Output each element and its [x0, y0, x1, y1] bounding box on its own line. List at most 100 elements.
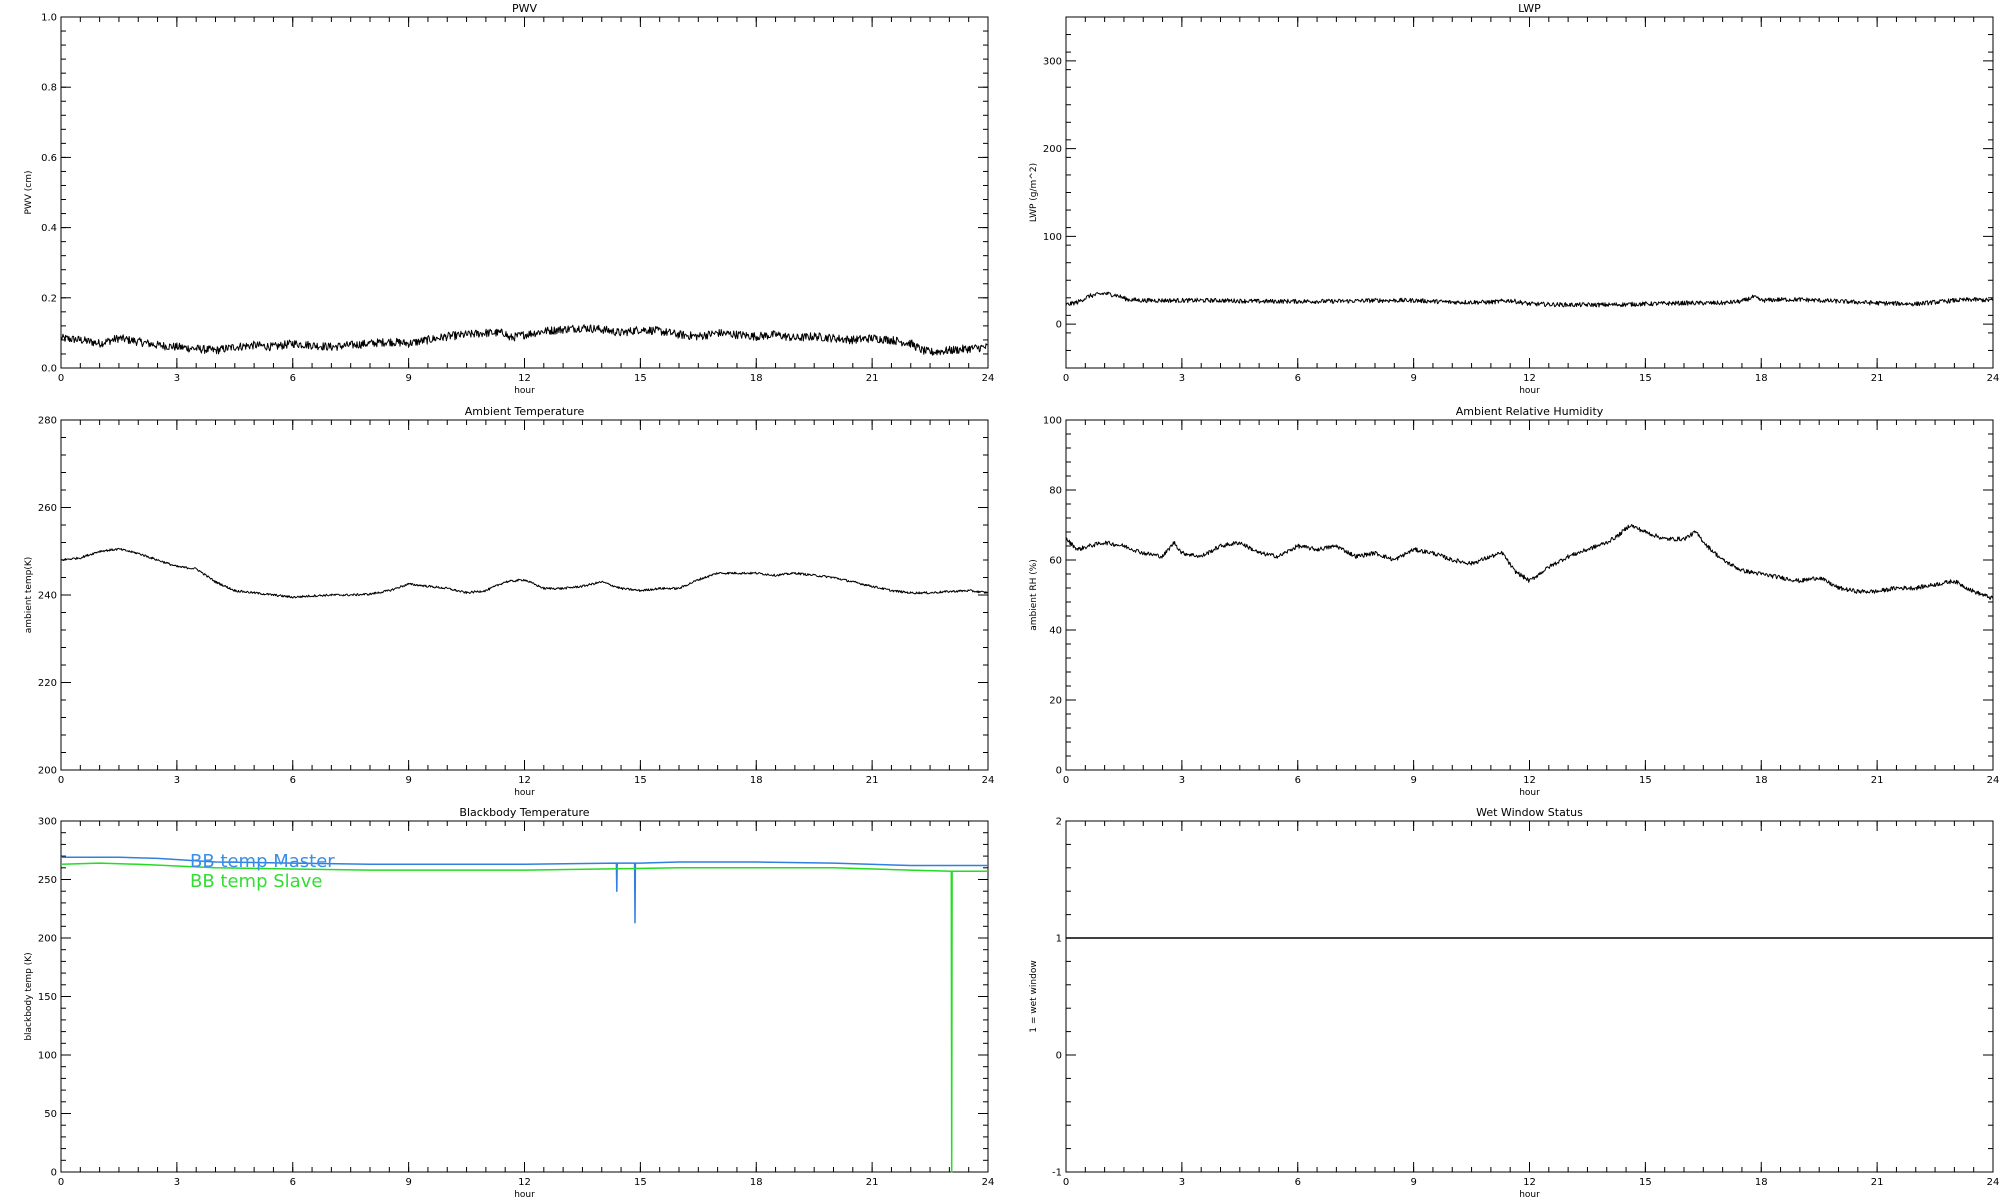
x-tick-label: 21: [1871, 373, 1884, 384]
x-tick-label: 6: [290, 775, 296, 786]
x-tick-label: 0: [58, 1177, 64, 1188]
x-axis-label: hour: [1519, 788, 1540, 798]
x-axis-label: hour: [514, 788, 535, 798]
x-tick-label: 9: [1410, 373, 1416, 384]
x-axis-label: hour: [514, 1190, 535, 1200]
y-tick-label: 220: [38, 678, 57, 689]
x-tick-label: 18: [1755, 775, 1768, 786]
legend-label: BB temp Master: [190, 851, 335, 872]
y-tick-label: 1.0: [41, 13, 57, 24]
x-tick-label: 6: [1295, 775, 1301, 786]
x-tick-label: 18: [750, 775, 763, 786]
x-axis-label: hour: [1519, 386, 1540, 396]
y-tick-label: 60: [1049, 556, 1062, 567]
series-line-1: [1065, 291, 1994, 308]
x-tick-label: 6: [290, 373, 296, 384]
chart-panel-6: Wet Window Status hour 1 = wet window 0 3 6 9 1…: [1029, 806, 1999, 1200]
x-tick-label: 3: [174, 373, 180, 384]
chart-panel-5: Blackbody Temperature hour blackbody temp …: [24, 806, 994, 1200]
x-tick-label: 24: [1987, 775, 2000, 786]
x-tick-label: 9: [1410, 1177, 1416, 1188]
y-tick-label: 280: [38, 416, 57, 427]
x-tick-label: 24: [1987, 373, 2000, 384]
y-tick-label: 0.2: [41, 293, 57, 304]
x-tick-label: 15: [1639, 1177, 1652, 1188]
x-tick-label: 24: [1987, 1177, 2000, 1188]
chart-title: Ambient Relative Humidity: [1456, 405, 1604, 418]
x-tick-label: 15: [634, 1177, 647, 1188]
series-line-bb-temp-slave: [60, 862, 988, 1173]
x-tick-label: 9: [405, 775, 411, 786]
plot-frame: [1065, 820, 1994, 1173]
x-tick-label: 15: [634, 373, 647, 384]
x-tick-label: 3: [1179, 775, 1185, 786]
y-axis-label: ambient RH (%): [1029, 559, 1039, 631]
series-line-1: [60, 547, 989, 599]
chart-panel-3: Ambient Temperature hour ambient temp(K) 0 3…: [24, 405, 994, 798]
y-tick-label: 0: [1056, 320, 1062, 331]
x-tick-label: 3: [1179, 1177, 1185, 1188]
x-tick-label: 9: [405, 373, 411, 384]
y-tick-label: 0.0: [41, 364, 57, 375]
series-line-bb-temp-master: [61, 856, 988, 924]
x-tick-label: 12: [1523, 373, 1536, 384]
y-tick-label: 100: [1043, 232, 1062, 243]
x-tick-label: 6: [1295, 1177, 1301, 1188]
x-tick-label: 24: [982, 1177, 995, 1188]
x-tick-label: 6: [1295, 373, 1301, 384]
x-tick-label: 9: [405, 1177, 411, 1188]
x-tick-label: 0: [1063, 373, 1069, 384]
series-line-1: [1065, 524, 1994, 600]
x-tick-label: 21: [1871, 1177, 1884, 1188]
y-tick-label: 100: [1043, 416, 1062, 427]
x-tick-label: 21: [1871, 775, 1884, 786]
x-tick-label: 21: [866, 373, 879, 384]
y-tick-label: 20: [1049, 696, 1062, 707]
chart-panel-1: PWV hour PWV (cm) 0 3 6 9 12 15 18 21 24 0.0 0.2 0.4 0.…: [24, 2, 994, 396]
y-tick-label: 50: [44, 1109, 57, 1120]
x-tick-label: 15: [634, 775, 647, 786]
x-tick-label: 24: [982, 373, 995, 384]
y-tick-label: -1: [1052, 1168, 1062, 1179]
chart-panel-2: LWP hour LWP (g/m^2) 0 3 6 9 12 15 18 21 24 0 100 200 3…: [1029, 2, 1999, 396]
y-axis-label: 1 = wet window: [1029, 960, 1039, 1032]
y-tick-label: 100: [38, 1051, 57, 1062]
y-tick-label: 250: [38, 875, 57, 886]
y-tick-label: 40: [1049, 626, 1062, 637]
y-tick-label: 80: [1049, 486, 1062, 497]
chart-title: PWV: [512, 2, 538, 15]
y-axis-label: PWV (cm): [24, 170, 34, 214]
x-tick-label: 18: [750, 373, 763, 384]
y-axis-label: ambient temp(K): [24, 557, 34, 634]
x-tick-label: 18: [1755, 373, 1768, 384]
chart-panel-4: Ambient Relative Humidity hour ambient RH …: [1029, 405, 1999, 798]
y-tick-label: 150: [38, 992, 57, 1003]
chart-title: Wet Window Status: [1476, 806, 1583, 819]
y-tick-label: 0: [51, 1168, 57, 1179]
x-tick-label: 12: [518, 775, 531, 786]
y-tick-label: 260: [38, 503, 57, 514]
x-tick-label: 6: [290, 1177, 296, 1188]
x-axis-label: hour: [1519, 1190, 1540, 1200]
x-tick-label: 12: [518, 373, 531, 384]
y-tick-label: 2: [1056, 817, 1062, 828]
x-tick-label: 3: [1179, 373, 1185, 384]
x-tick-label: 12: [518, 1177, 531, 1188]
y-tick-label: 0.6: [41, 153, 57, 164]
y-tick-label: 0.8: [41, 83, 57, 94]
x-tick-label: 21: [866, 775, 879, 786]
y-axis-label: LWP (g/m^2): [1029, 163, 1039, 222]
y-tick-label: 200: [1043, 144, 1062, 155]
x-tick-label: 18: [750, 1177, 763, 1188]
x-tick-label: 12: [1523, 1177, 1536, 1188]
plot-frame: [60, 419, 989, 771]
series-line-1: [60, 324, 989, 356]
x-tick-label: 12: [1523, 775, 1536, 786]
y-tick-label: 300: [38, 817, 57, 828]
y-axis-label: blackbody temp (K): [24, 952, 34, 1040]
plot-frame: [60, 16, 989, 369]
y-tick-label: 1: [1056, 934, 1062, 945]
x-tick-label: 0: [58, 775, 64, 786]
y-tick-label: 300: [1043, 56, 1062, 67]
